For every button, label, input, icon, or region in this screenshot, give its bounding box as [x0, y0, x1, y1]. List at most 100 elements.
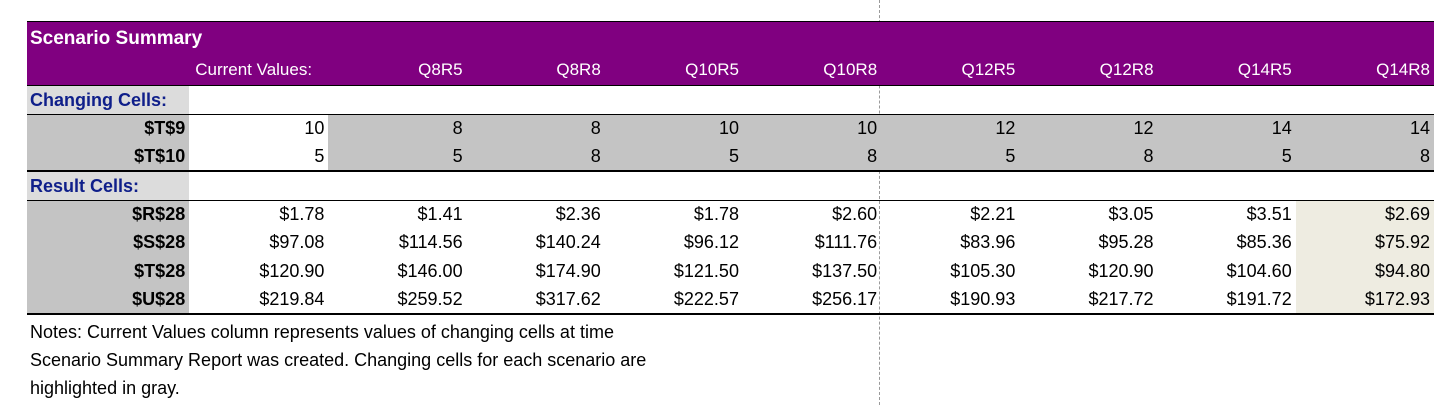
report-title[interactable]: Scenario Summary	[27, 21, 1434, 56]
scenario-value-cell[interactable]: $174.90	[535, 260, 601, 281]
scenario-value-cell[interactable]: 10	[742, 113, 882, 143]
empty-cell[interactable]	[1295, 170, 1434, 201]
scenario-value-cell[interactable]: 5	[1157, 142, 1296, 173]
row-label-cell[interactable]: $U$28	[27, 285, 190, 315]
empty-cell[interactable]	[742, 170, 882, 201]
scenario-value-cell[interactable]: $222.57	[604, 285, 743, 315]
empty-cell[interactable]	[328, 170, 467, 201]
scenario-value-cell[interactable]: $259.52	[328, 285, 467, 315]
scenario-value-cell[interactable]: 8	[328, 113, 467, 143]
scenario-value-cell[interactable]: $2.60	[742, 199, 882, 229]
table-row: $T$10 5 5 8 5 8 5 8 5 8	[27, 142, 1434, 173]
scenario-value-cell[interactable]: $1.78	[604, 199, 743, 229]
scenario-value-cell[interactable]: $94.80	[1295, 257, 1434, 286]
scenario-value-cell[interactable]: 5	[881, 142, 1020, 173]
empty-cell[interactable]	[1157, 170, 1296, 201]
scenario-value-cell[interactable]: 12	[881, 113, 1020, 143]
empty-cell[interactable]	[1295, 85, 1434, 115]
header-row: Current Values: Q8R5 Q8R8 Q10R5 Q10R8 Q12R5 Q…	[27, 55, 1434, 86]
scenario-header-q10r5[interactable]: Q10R5	[604, 55, 743, 86]
scenario-value-cell[interactable]: 8	[742, 142, 882, 173]
scenario-value-cell[interactable]: 14	[1157, 113, 1296, 143]
row-label-cell[interactable]: $S$28	[27, 228, 190, 258]
scenario-value-cell[interactable]: $3.51	[1157, 199, 1296, 229]
scenario-header-q8r8[interactable]: Q8R8	[466, 55, 605, 86]
section-label[interactable]: Changing Cells:	[27, 85, 190, 115]
current-value-cell[interactable]: $219.84	[189, 285, 329, 315]
empty-cell[interactable]	[742, 85, 882, 115]
scenario-value-cell[interactable]: $3.05	[1019, 199, 1158, 229]
current-value-cell[interactable]: 5	[189, 142, 329, 173]
scenario-value-cell[interactable]: $140.24	[535, 232, 601, 253]
scenario-value-cell[interactable]: $83.96	[960, 232, 1016, 253]
scenario-value-cell[interactable]: $105.30	[950, 260, 1016, 281]
scenario-value-cell[interactable]: 10	[604, 113, 743, 143]
table-row: $S$28 $97.08 $114.56 $140.24 $96.12 $111.76 $8…	[27, 228, 1434, 258]
scenario-value-cell[interactable]: $172.93	[1295, 285, 1434, 315]
row-label-cell[interactable]: $T$28	[27, 257, 190, 286]
current-value-cell[interactable]: $1.78	[189, 199, 329, 229]
row-label-cell[interactable]: $R$28	[27, 199, 190, 229]
header-corner-cell[interactable]	[27, 55, 190, 86]
scenario-value-cell[interactable]: 8	[1019, 142, 1158, 173]
scenario-value-cell[interactable]: $256.17	[742, 285, 882, 315]
scenario-value-cell[interactable]: 8	[466, 142, 605, 173]
scenario-value-cell[interactable]: $146.00	[397, 260, 463, 281]
empty-cell[interactable]	[1157, 85, 1296, 115]
scenario-header-q12r5[interactable]: Q12R5	[881, 55, 1020, 86]
scenario-value-cell[interactable]: 5	[328, 142, 467, 173]
scenario-value-cell[interactable]: 5	[604, 142, 743, 173]
scenario-value-cell[interactable]: $111.76	[814, 232, 878, 253]
current-value-cell[interactable]: $120.90	[259, 260, 325, 281]
scenario-value-cell[interactable]: $1.41	[328, 199, 467, 229]
scenario-value-cell[interactable]: $104.60	[1226, 260, 1292, 281]
scenario-value-cell[interactable]: $96.12	[683, 232, 739, 253]
current-value-cell[interactable]: $97.08	[269, 232, 325, 253]
scenario-value-cell[interactable]: $121.50	[673, 260, 739, 281]
empty-cell[interactable]	[466, 170, 605, 201]
scenario-header-q10r8[interactable]: Q10R8	[742, 55, 882, 86]
empty-cell[interactable]	[466, 85, 605, 115]
scenario-value-cell[interactable]: $137.50	[812, 260, 878, 281]
scenario-value-cell[interactable]: $191.72	[1157, 285, 1296, 315]
notes-text[interactable]: Notes: Current Values column represents …	[30, 322, 647, 398]
current-values-header[interactable]: Current Values:	[189, 55, 329, 86]
scenario-value-cell[interactable]: $2.69	[1295, 199, 1434, 229]
empty-cell[interactable]	[189, 85, 329, 115]
scenario-value-cell[interactable]: $2.36	[466, 199, 605, 229]
table-row: $T$28 $120.90 $146.00 $174.90 $121.50 $137.50…	[27, 257, 1434, 286]
scenario-value-cell[interactable]: $217.72	[1019, 285, 1158, 315]
scenario-value-cell[interactable]: 12	[1019, 113, 1158, 143]
row-label-cell[interactable]: $T$10	[27, 142, 190, 173]
scenario-value-cell[interactable]: 8	[466, 113, 605, 143]
scenario-value-cell[interactable]: $120.90	[1088, 260, 1154, 281]
empty-cell[interactable]	[189, 170, 329, 201]
empty-cell[interactable]	[1019, 85, 1158, 115]
empty-cell[interactable]	[604, 170, 743, 201]
scenario-header-q14r5[interactable]: Q14R5	[1157, 55, 1296, 86]
scenario-value-cell[interactable]: $190.93	[881, 285, 1020, 315]
scenario-value-cell[interactable]: 14	[1295, 113, 1434, 143]
scenario-header-q12r8[interactable]: Q12R8	[1019, 55, 1158, 86]
row-label-cell[interactable]: $T$9	[27, 113, 190, 143]
scenario-value-cell[interactable]: $95.28	[1098, 232, 1154, 253]
scenario-value-cell[interactable]: $85.36	[1236, 232, 1292, 253]
current-value-cell[interactable]: 10	[189, 113, 329, 143]
scenario-value-cell[interactable]: $114.56	[398, 232, 463, 253]
section-row: Changing Cells:	[27, 85, 1434, 115]
empty-cell[interactable]	[881, 85, 1020, 115]
scenario-header-q14r8[interactable]: Q14R8	[1295, 55, 1434, 86]
empty-cell[interactable]	[604, 85, 743, 115]
scenario-header-q8r5[interactable]: Q8R5	[328, 55, 467, 86]
scenario-value-cell[interactable]: $317.62	[466, 285, 605, 315]
scenario-value-cell[interactable]: $75.92	[1295, 228, 1434, 258]
scenario-summary-table: Scenario Summary Current Values: Q8R5 Q8R…	[27, 21, 1434, 315]
empty-cell[interactable]	[881, 170, 1020, 201]
empty-cell[interactable]	[328, 85, 467, 115]
section-label[interactable]: Result Cells:	[27, 170, 190, 201]
scenario-value-cell[interactable]: 8	[1295, 142, 1434, 173]
empty-cell[interactable]	[1019, 170, 1158, 201]
section-row: Result Cells:	[27, 170, 1434, 201]
table-row: $T$9 10 8 8 10 10 12 12 14 14	[27, 113, 1434, 143]
scenario-value-cell[interactable]: $2.21	[881, 199, 1020, 229]
